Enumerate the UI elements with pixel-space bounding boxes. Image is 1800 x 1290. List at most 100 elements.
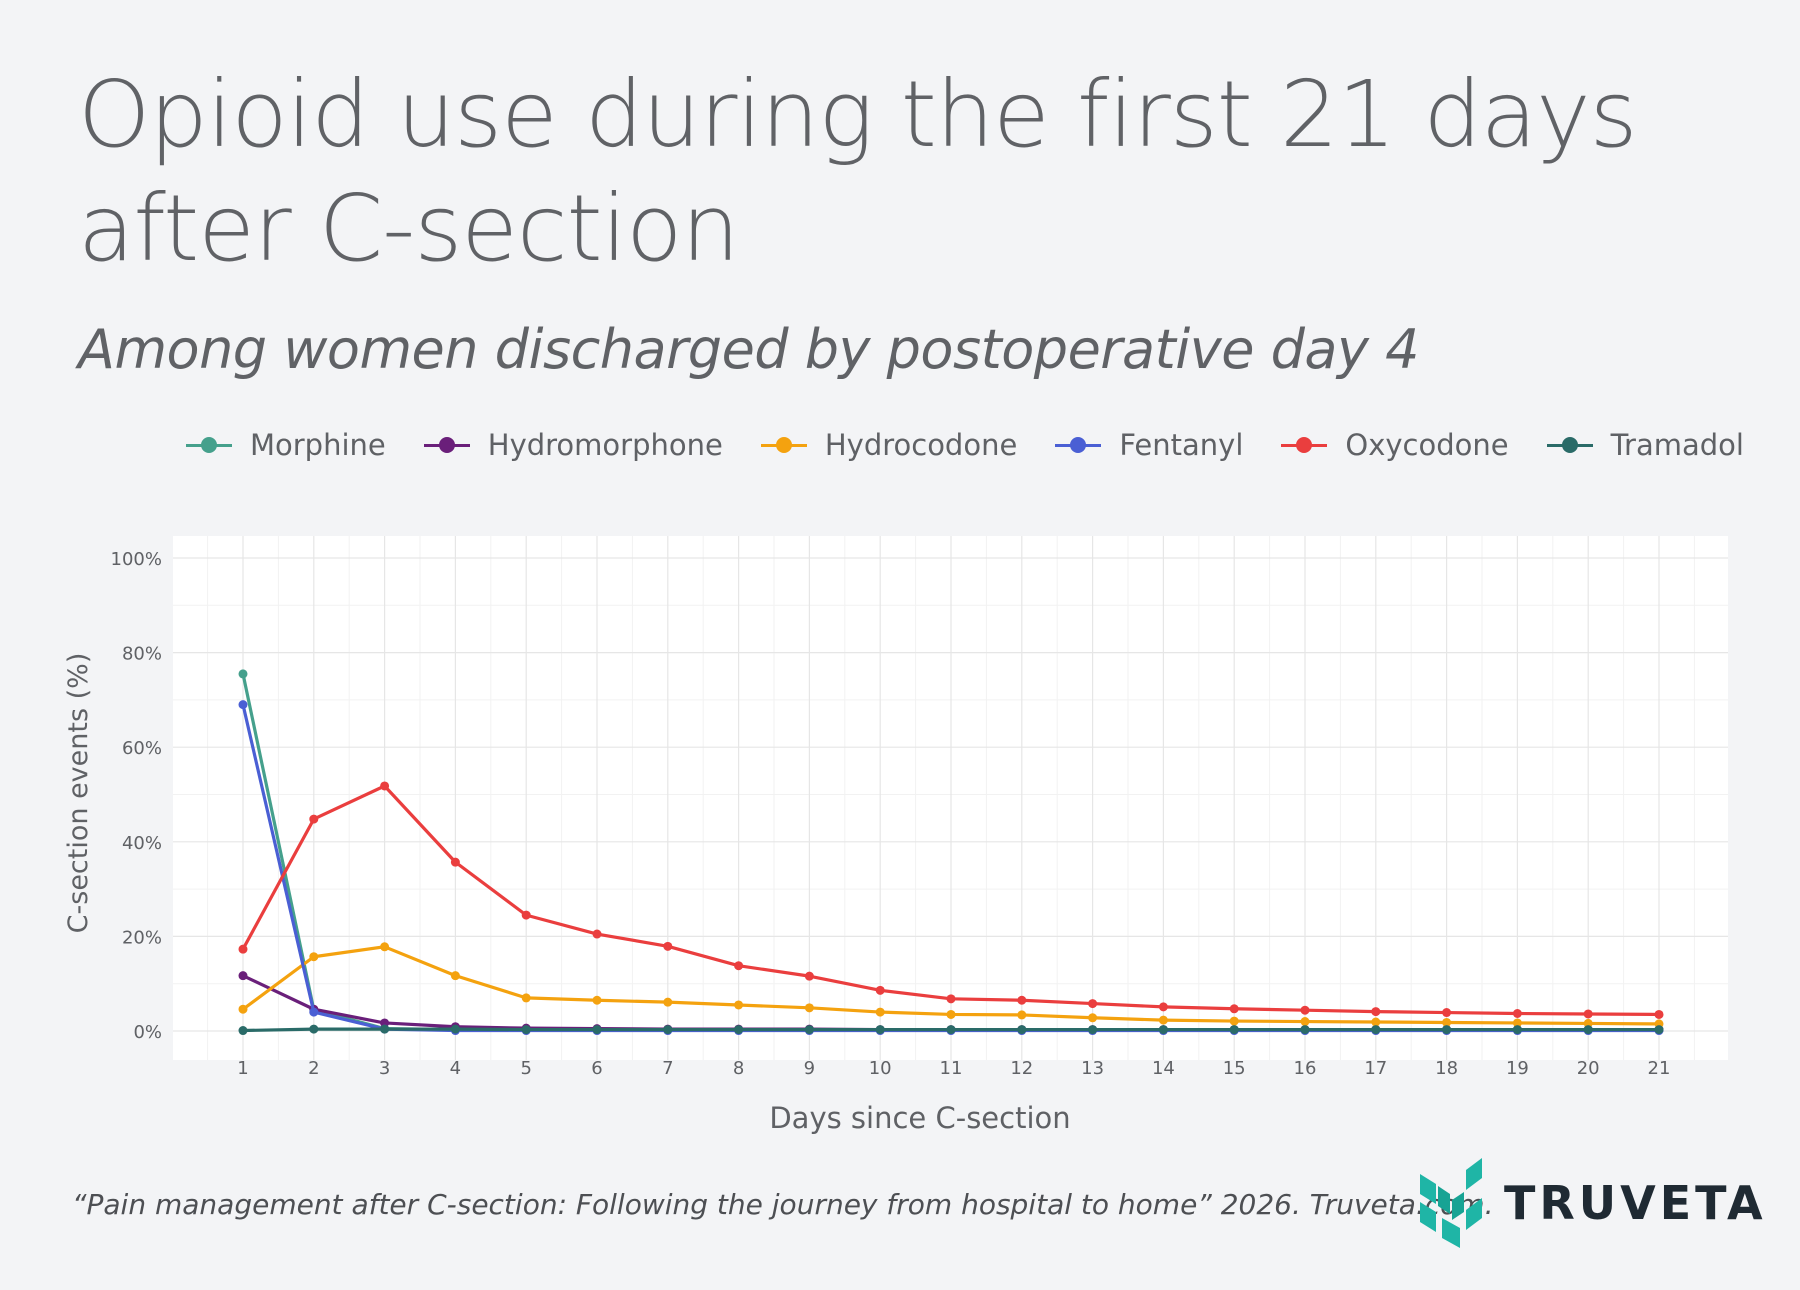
y-tick-label: 40% — [122, 833, 162, 854]
y-tick-label: 20% — [122, 927, 162, 948]
data-point-oxycodone — [592, 929, 602, 939]
data-point-hydrocodone — [450, 971, 460, 981]
data-point-fentanyl — [238, 700, 248, 710]
data-point-tramadol — [521, 1025, 531, 1035]
x-tick-label: 2 — [308, 1058, 319, 1079]
legend-swatch-tramadol — [1546, 435, 1593, 455]
data-point-tramadol — [1371, 1025, 1381, 1035]
x-tick-label: 13 — [1081, 1058, 1104, 1079]
truveta-logo-text: TRUVETA — [1504, 1176, 1767, 1230]
line-chart: 0%20%40%60%80%100%1 2 3 4 5 6 7 8 9 10 11 12 13 14 15 1… — [63, 536, 1728, 1135]
data-point-oxycodone — [875, 985, 885, 995]
y-axis-label: C-section events (%) — [63, 653, 94, 934]
data-point-oxycodone — [946, 994, 956, 1004]
data-point-oxycodone — [380, 781, 390, 791]
legend-item-tramadol[interactable]: Tramadol — [1546, 428, 1744, 462]
data-point-tramadol — [1158, 1025, 1168, 1035]
data-point-oxycodone — [1654, 1009, 1664, 1019]
data-point-hydrocodone — [521, 993, 531, 1003]
legend: Morphine Hydromorphone Hydrocodone Fentanyl… — [186, 423, 1782, 467]
y-tick-label: 0% — [133, 1022, 162, 1043]
legend-swatch-oxycodone — [1281, 435, 1328, 455]
x-tick-label: 14 — [1152, 1058, 1175, 1079]
data-point-oxycodone — [734, 961, 744, 971]
legend-item-fentanyl[interactable]: Fentanyl — [1055, 428, 1243, 462]
data-point-tramadol — [1229, 1025, 1239, 1035]
data-point-hydrocodone — [663, 997, 673, 1007]
x-tick-label: 5 — [520, 1058, 531, 1079]
legend-label: Morphine — [250, 428, 386, 462]
data-point-hydrocodone — [592, 995, 602, 1005]
data-point-hydrocodone — [1229, 1016, 1239, 1026]
chart-title: Opioid use during the first 21 days afte… — [78, 61, 1638, 282]
x-tick-label: 4 — [450, 1058, 461, 1079]
data-point-oxycodone — [1017, 995, 1027, 1005]
data-point-tramadol — [804, 1025, 814, 1035]
data-point-hydrocodone — [1300, 1017, 1310, 1027]
data-point-tramadol — [1442, 1025, 1452, 1035]
data-point-hydrocodone — [734, 1000, 744, 1010]
legend-item-hydromorphone[interactable]: Hydromorphone — [423, 428, 723, 462]
x-tick-label: 16 — [1294, 1058, 1317, 1079]
truveta-logo: TRUVETA — [1420, 1158, 1767, 1248]
data-point-hydrocodone — [1158, 1015, 1168, 1025]
legend-label: Oxycodone — [1345, 428, 1509, 462]
data-point-oxycodone — [1583, 1009, 1593, 1019]
legend-item-hydrocodone[interactable]: Hydrocodone — [760, 428, 1018, 462]
data-point-hydrocodone — [1088, 1013, 1098, 1023]
data-point-oxycodone — [1229, 1004, 1239, 1014]
legend-swatch-fentanyl — [1055, 435, 1102, 455]
data-point-tramadol — [734, 1025, 744, 1035]
data-point-tramadol — [592, 1025, 602, 1035]
data-point-hydrocodone — [946, 1009, 956, 1019]
data-point-morphine — [238, 669, 248, 679]
data-point-oxycodone — [309, 814, 319, 824]
data-point-tramadol — [1583, 1025, 1593, 1035]
data-point-oxycodone — [1158, 1002, 1168, 1012]
data-point-oxycodone — [450, 857, 460, 867]
data-point-oxycodone — [1442, 1008, 1452, 1018]
data-point-hydrocodone — [875, 1007, 885, 1017]
data-point-oxycodone — [1300, 1005, 1310, 1015]
x-tick-label: 11 — [940, 1058, 963, 1079]
legend-swatch-hydromorphone — [423, 435, 470, 455]
x-tick-label: 1 — [237, 1058, 248, 1079]
truveta-logo-icon — [1420, 1158, 1482, 1248]
y-tick-label: 100% — [111, 549, 162, 570]
data-point-hydromorphone — [380, 1018, 390, 1028]
data-point-tramadol — [1017, 1025, 1027, 1035]
data-point-tramadol — [1654, 1025, 1664, 1035]
data-point-tramadol — [238, 1026, 248, 1036]
data-point-tramadol — [1088, 1025, 1098, 1035]
data-point-tramadol — [1300, 1025, 1310, 1035]
x-tick-label: 6 — [591, 1058, 602, 1079]
data-point-hydrocodone — [380, 942, 390, 952]
x-tick-label: 8 — [733, 1058, 744, 1079]
x-tick-label: 10 — [869, 1058, 892, 1079]
data-point-hydrocodone — [1583, 1018, 1593, 1028]
data-point-hydrocodone — [1442, 1017, 1452, 1027]
legend-item-morphine[interactable]: Morphine — [186, 428, 386, 462]
data-point-oxycodone — [1088, 999, 1098, 1009]
x-axis-label: Days since C-section — [769, 1101, 1070, 1135]
x-tick-label: 3 — [379, 1058, 390, 1079]
legend-label: Hydromorphone — [487, 428, 723, 462]
x-tick-label: 20 — [1577, 1058, 1600, 1079]
legend-label: Tramadol — [1610, 428, 1744, 462]
x-tick-label: 12 — [1010, 1058, 1033, 1079]
data-point-hydromorphone — [238, 971, 248, 981]
legend-label: Fentanyl — [1119, 428, 1244, 462]
x-tick-label: 7 — [662, 1058, 673, 1079]
data-point-tramadol — [450, 1024, 460, 1034]
citation: “Pain management after C-section: Follow… — [72, 1188, 1494, 1221]
x-tick-label: 19 — [1506, 1058, 1529, 1079]
legend-swatch-hydrocodone — [760, 435, 807, 455]
legend-swatch-morphine — [186, 435, 232, 455]
data-point-oxycodone — [663, 941, 673, 951]
x-tick-label: 15 — [1223, 1058, 1246, 1079]
legend-item-oxycodone[interactable]: Oxycodone — [1281, 428, 1509, 462]
x-tick-label: 9 — [804, 1058, 815, 1079]
data-point-tramadol — [309, 1024, 319, 1034]
legend-label: Hydrocodone — [824, 428, 1018, 462]
data-point-oxycodone — [521, 910, 531, 920]
